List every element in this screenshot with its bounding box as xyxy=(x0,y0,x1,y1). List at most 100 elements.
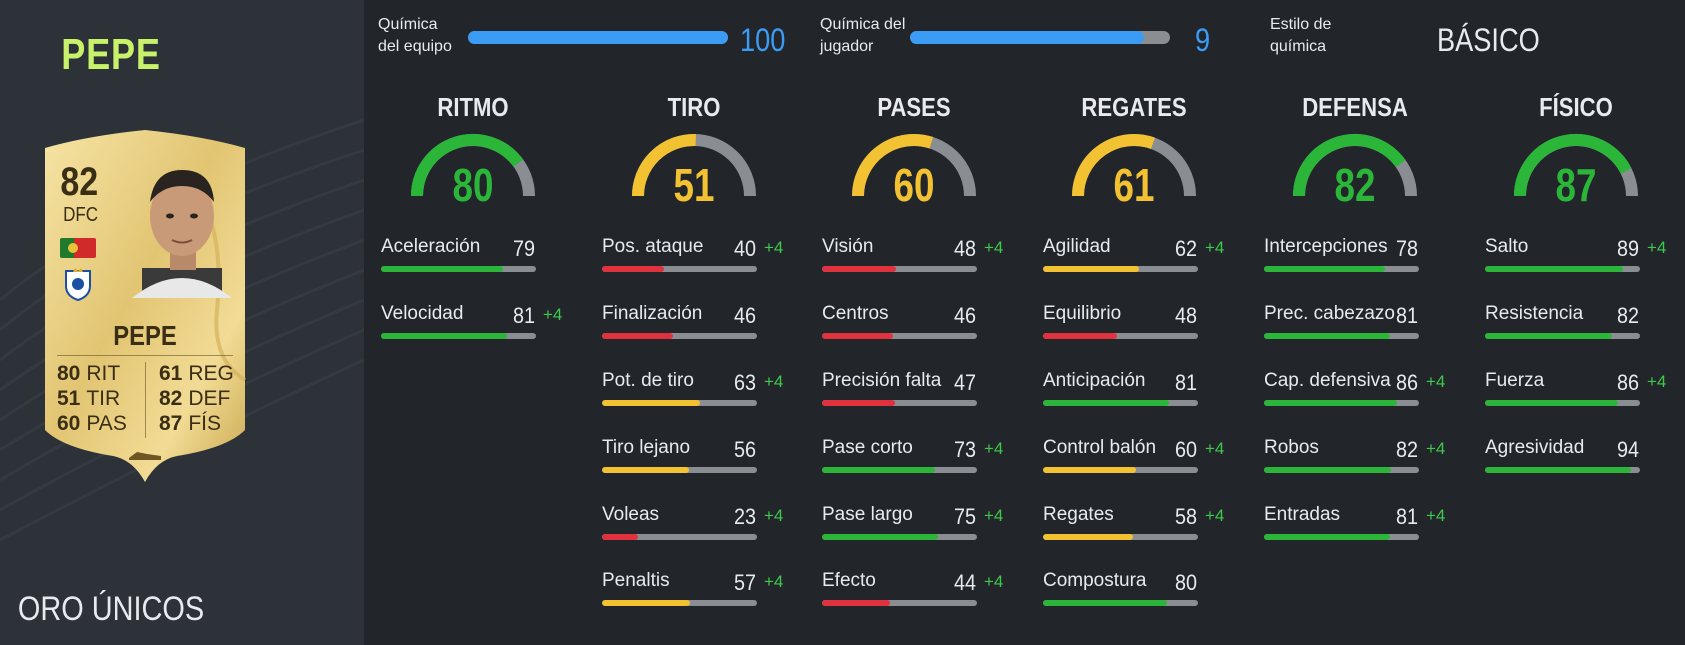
attribute-value: 82 xyxy=(1616,303,1639,328)
chemistry-style-label: Estilo de química xyxy=(1270,16,1332,55)
attribute-row[interactable]: Tiro lejano 56 xyxy=(602,437,792,487)
attribute-bar-fill xyxy=(1043,467,1136,473)
attribute-row[interactable]: Anticipación 81 xyxy=(1043,370,1233,420)
attribute-value: 57 xyxy=(733,570,756,595)
club-crest-icon xyxy=(65,268,91,302)
attribute-bar-fill xyxy=(1264,467,1392,473)
attribute-row[interactable]: Prec. cabezazo 81 xyxy=(1264,303,1454,353)
attribute-bar-track xyxy=(1485,333,1640,339)
attribute-row[interactable]: Pase largo 75 +4 xyxy=(822,504,1012,554)
player-chemistry-track xyxy=(910,31,1170,44)
attribute-name: Equilibrio xyxy=(1043,303,1122,324)
category-title: PASES xyxy=(877,92,951,122)
attribute-boost: +4 xyxy=(1647,238,1667,257)
attribute-row[interactable]: Finalización 46 xyxy=(602,303,792,353)
attribute-bar-fill xyxy=(1043,600,1167,606)
attribute-bar-fill xyxy=(602,266,664,272)
team-chemistry-value: 100 xyxy=(740,22,786,58)
attribute-value: 46 xyxy=(733,303,756,328)
category-title: REGATES xyxy=(1081,92,1187,122)
attribute-bar-fill xyxy=(602,467,689,473)
attribute-bar-track xyxy=(1485,400,1640,406)
attribute-row[interactable]: Pos. ataque 40 +4 xyxy=(602,236,792,286)
attribute-value: 89 xyxy=(1616,236,1639,261)
attribute-value: 80 xyxy=(1174,570,1197,595)
attribute-bar-fill xyxy=(822,534,939,540)
player-name-heading: PEPE xyxy=(61,30,161,79)
attribute-bar-track xyxy=(602,600,757,606)
attribute-row[interactable]: Control balón 60 +4 xyxy=(1043,437,1233,487)
attribute-name: Pase largo xyxy=(822,504,913,525)
attribute-bar-track xyxy=(822,400,977,406)
player-card[interactable]: 82 DFC PEPE 80 RIT 51 TIR 60 PAS 61 REG 82 DE… xyxy=(27,130,263,490)
category-gauge xyxy=(411,134,535,197)
attribute-row[interactable]: Efecto 44 +4 xyxy=(822,570,1012,620)
attribute-name: Compostura xyxy=(1043,570,1147,591)
portugal-flag-icon xyxy=(60,238,96,258)
attribute-row[interactable]: Robos 82 +4 xyxy=(1264,437,1454,487)
category-gauge xyxy=(1072,134,1196,197)
attribute-bar-fill xyxy=(602,333,674,339)
attribute-row[interactable]: Pot. de tiro 63 +4 xyxy=(602,370,792,420)
team-chemistry-fill xyxy=(468,31,728,44)
team-chemistry-label: Química del equipo xyxy=(378,16,452,55)
attribute-row[interactable]: Centros 46 xyxy=(822,303,1012,353)
attribute-bar-fill xyxy=(381,266,504,272)
card-rating: 82 xyxy=(60,160,99,204)
attribute-name: Pot. de tiro xyxy=(602,370,694,391)
attribute-row[interactable]: Aceleración 79 xyxy=(381,236,571,286)
attribute-name: Regates xyxy=(1043,504,1114,525)
attribute-row[interactable]: Regates 58 +4 xyxy=(1043,504,1233,554)
attribute-name: Precisión falta xyxy=(822,370,942,391)
attribute-bar-fill xyxy=(1485,266,1623,272)
attribute-name: Entradas xyxy=(1264,504,1341,525)
attribute-row[interactable]: Precisión falta 47 xyxy=(822,370,1012,420)
category-rating: 80 xyxy=(452,159,494,211)
gauge-fill xyxy=(1293,134,1406,197)
attribute-row[interactable]: Visión 48 +4 xyxy=(822,236,1012,286)
category-gauge xyxy=(1514,134,1638,197)
attribute-row[interactable]: Compostura 80 xyxy=(1043,570,1233,620)
attribute-row[interactable]: Agilidad 62 +4 xyxy=(1043,236,1233,286)
category-title: TIRO xyxy=(667,92,721,122)
attribute-row[interactable]: Velocidad 81 +4 xyxy=(381,303,571,353)
category-rating: 51 xyxy=(673,159,715,211)
chemistry-style-value[interactable]: BÁSICO xyxy=(1437,22,1540,58)
attribute-boost: +4 xyxy=(764,238,784,257)
attribute-row[interactable]: Resistencia 82 xyxy=(1485,303,1675,353)
attribute-bar-track xyxy=(1264,467,1419,473)
category-title: FÍSICO xyxy=(1539,92,1613,122)
attribute-value: 78 xyxy=(1395,236,1418,261)
attribute-bar-track xyxy=(602,333,757,339)
attribute-value: 79 xyxy=(512,236,535,261)
attribute-value: 81 xyxy=(1174,370,1197,395)
attribute-name: Pase corto xyxy=(822,437,913,458)
attribute-bar-fill xyxy=(1485,333,1613,339)
attribute-name: Anticipación xyxy=(1043,370,1146,391)
attribute-bar-track xyxy=(1043,333,1198,339)
attribute-row[interactable]: Voleas 23 +4 xyxy=(602,504,792,554)
attribute-bar-track xyxy=(1043,266,1198,272)
attribute-name: Aceleración xyxy=(381,236,481,257)
attribute-value: 81 xyxy=(512,303,535,328)
attribute-row[interactable]: Intercepciones 78 xyxy=(1264,236,1454,286)
attribute-bar-fill xyxy=(1264,333,1390,339)
player-chemistry-value: 9 xyxy=(1195,22,1211,58)
attribute-row[interactable]: Cap. defensiva 86 +4 xyxy=(1264,370,1454,420)
attribute-bar-track xyxy=(822,534,977,540)
attribute-value: 23 xyxy=(733,504,756,529)
attribute-name: Robos xyxy=(1264,437,1319,458)
attribute-bar-fill xyxy=(822,333,894,339)
attribute-row[interactable]: Entradas 81 +4 xyxy=(1264,504,1454,554)
attribute-row[interactable]: Pase corto 73 +4 xyxy=(822,437,1012,487)
player-chemistry-label: Química del jugador xyxy=(820,16,906,55)
attribute-bar-track xyxy=(822,467,977,473)
attribute-row[interactable]: Agresividad 94 xyxy=(1485,437,1675,487)
attribute-row[interactable]: Equilibrio 48 xyxy=(1043,303,1233,353)
attribute-boost: +4 xyxy=(1205,506,1225,525)
attribute-row[interactable]: Salto 89 +4 xyxy=(1485,236,1675,286)
attribute-bar-fill xyxy=(602,534,638,540)
attribute-boost: +4 xyxy=(1647,372,1667,391)
attribute-row[interactable]: Fuerza 86 +4 xyxy=(1485,370,1675,420)
attribute-row[interactable]: Penaltis 57 +4 xyxy=(602,570,792,620)
